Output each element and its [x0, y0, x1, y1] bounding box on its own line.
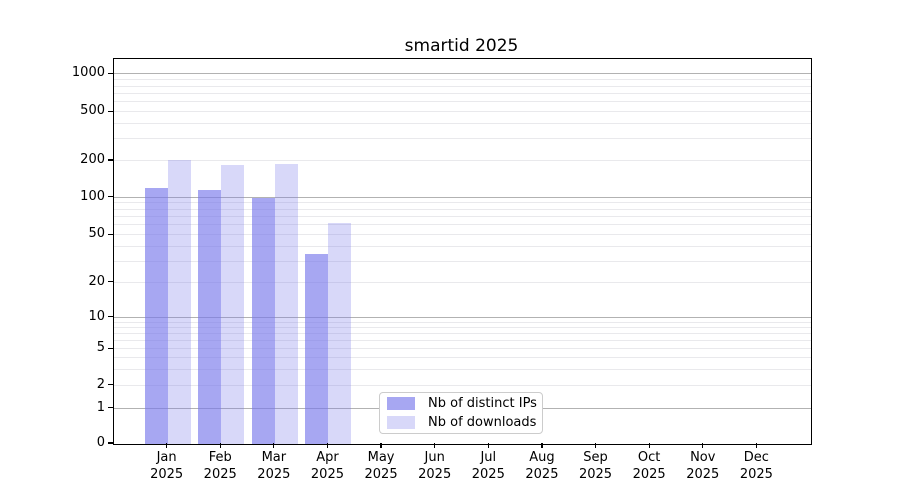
y-tick-mark [108, 196, 113, 198]
y-tick-label: 20 [88, 273, 105, 289]
y-tick-mark [108, 233, 113, 235]
legend: Nb of distinct IPs Nb of downloads [379, 392, 543, 434]
y-gridline-minor [114, 224, 811, 226]
y-tick-label: 10 [88, 308, 105, 324]
y-tick-mark [108, 442, 113, 444]
y-tick-mark [108, 281, 113, 283]
x-tick-label: Jan 2025 [150, 450, 184, 482]
y-gridline-minor [114, 234, 811, 236]
bar-downloads-mar [274, 163, 298, 444]
y-gridline-minor [114, 384, 811, 386]
y-gridline-minor [114, 216, 811, 218]
y-gridline-minor [114, 92, 811, 94]
bars-layer [114, 59, 811, 444]
x-tick-label: Apr 2025 [310, 450, 344, 482]
x-tick-mark [434, 443, 436, 448]
bar-downloads-feb [221, 165, 245, 444]
y-gridline-minor [114, 123, 811, 125]
legend-swatch-downloads-icon [387, 415, 415, 429]
bar-distinct-ips-feb [198, 190, 222, 444]
y-tick-label: 1 [96, 399, 105, 415]
y-gridline-minor [114, 160, 811, 162]
legend-item-downloads: Nb of downloads [387, 415, 542, 430]
y-gridline-minor [114, 85, 811, 87]
y-gridline-minor [114, 208, 811, 210]
x-tick-mark [541, 443, 543, 448]
y-tick-mark [108, 384, 113, 386]
y-tick-label: 500 [80, 103, 105, 119]
bar-distinct-ips-jan [144, 187, 168, 444]
bar-distinct-ips-apr [305, 253, 329, 444]
x-tick-label: Oct 2025 [632, 450, 666, 482]
y-tick-label: 5 [96, 340, 105, 356]
y-gridline-minor [114, 245, 811, 247]
x-tick-mark [273, 443, 275, 448]
bar-downloads-apr [328, 222, 352, 444]
gridlines-layer [114, 59, 811, 444]
plot-area [113, 58, 812, 445]
y-gridline-minor [114, 368, 811, 370]
x-tick-mark [219, 443, 221, 448]
y-tick-label: 200 [80, 152, 105, 168]
y-tick-label: 50 [88, 226, 105, 242]
y-tick-mark [108, 159, 113, 161]
y-gridline-major [114, 196, 811, 198]
x-tick-mark [487, 443, 489, 448]
x-tick-mark [326, 443, 329, 448]
y-tick-mark [108, 110, 113, 112]
x-tick-mark [702, 443, 704, 448]
x-tick-mark [594, 443, 597, 448]
x-tick-label: Jun 2025 [418, 450, 452, 482]
y-gridline-minor [114, 326, 811, 328]
x-tick-label: Aug 2025 [525, 450, 559, 482]
y-gridline-minor [114, 79, 811, 81]
y-tick-mark [108, 407, 113, 409]
y-gridline-minor [114, 357, 811, 359]
x-tick-mark [380, 443, 382, 448]
y-gridline-minor [114, 202, 811, 204]
x-tick-mark [648, 443, 650, 448]
y-tick-mark [108, 316, 113, 318]
y-gridline-minor [114, 321, 811, 323]
y-gridline-minor [114, 260, 811, 262]
y-gridline-major [114, 316, 811, 318]
y-tick-mark [108, 72, 113, 74]
y-tick-label: 100 [80, 188, 105, 204]
x-tick-label: Mar 2025 [257, 450, 291, 482]
y-gridline-minor [114, 111, 811, 113]
x-tick-label: Sep 2025 [578, 450, 613, 482]
legend-label-downloads: Nb of downloads [428, 414, 537, 430]
x-tick-label: Nov 2025 [686, 450, 720, 482]
y-tick-label: 1000 [71, 65, 105, 81]
y-tick-label: 0 [96, 435, 105, 450]
legend-item-distinct-ips: Nb of distinct IPs [387, 396, 542, 411]
y-tick-label: 2 [96, 376, 105, 392]
y-tick-mark [108, 347, 113, 349]
legend-swatch-distinct-ips-icon [387, 397, 415, 411]
y-gridline-minor [114, 348, 811, 350]
x-tick-label: Dec 2025 [739, 450, 773, 482]
bar-distinct-ips-mar [251, 197, 275, 444]
y-gridline-minor [114, 101, 811, 103]
chart-title: smartid 2025 [404, 36, 519, 56]
x-tick-mark [166, 443, 168, 448]
legend-label-distinct-ips: Nb of distinct IPs [428, 396, 537, 412]
x-tick-label: Jul 2025 [471, 450, 505, 482]
x-tick-label: Feb 2025 [203, 450, 237, 482]
y-gridline-major [114, 73, 811, 75]
y-gridline-minor [114, 332, 811, 334]
y-gridline-minor [114, 138, 811, 140]
y-gridline-minor [114, 340, 811, 341]
y-gridline-minor [114, 281, 811, 283]
x-tick-mark [755, 443, 757, 448]
bar-downloads-jan [167, 159, 191, 444]
x-tick-label: May 2025 [364, 450, 398, 482]
